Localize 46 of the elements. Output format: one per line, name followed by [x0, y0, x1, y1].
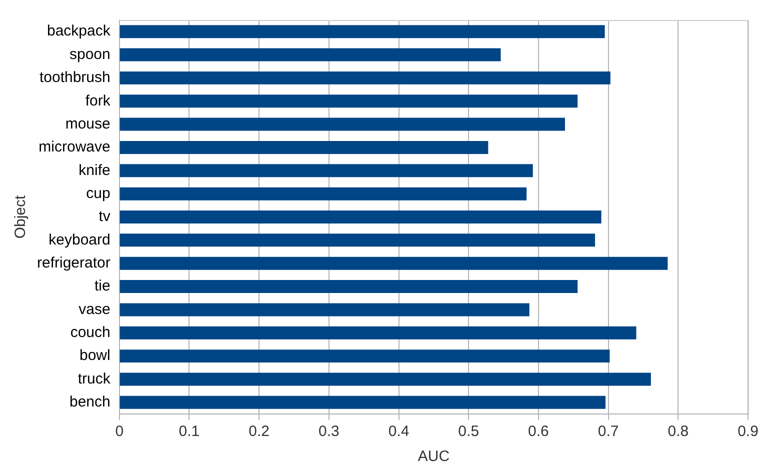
bar	[120, 326, 636, 340]
bar	[120, 71, 610, 84]
bar	[120, 210, 602, 224]
x-tick-label: 0.8	[668, 423, 689, 440]
y-tick-label: refrigerator	[37, 254, 110, 272]
x-tick-label: 0.1	[178, 423, 200, 440]
bar	[120, 94, 578, 108]
y-tick-label: backpack	[46, 22, 111, 40]
y-tick-label: toothbrush	[39, 69, 110, 86]
bar	[120, 256, 668, 270]
y-tick-label: bowl	[80, 347, 110, 364]
bar	[120, 164, 533, 178]
x-tick-label: 0.6	[528, 423, 549, 440]
x-tick-label: 0.4	[388, 423, 410, 440]
bar	[120, 350, 610, 363]
y-tick-label: mouse	[65, 115, 110, 132]
bar	[120, 140, 488, 154]
y-tick-label: knife	[78, 162, 110, 179]
y-tick-label: spoon	[69, 46, 110, 63]
x-tick-label: 0.9	[738, 423, 758, 440]
x-tick-label: 0	[115, 423, 124, 440]
y-tick-label: keyboard	[48, 231, 110, 248]
x-tick-label: 0.5	[458, 423, 480, 440]
bar	[120, 25, 605, 38]
y-tick-label: bench	[69, 394, 110, 411]
y-tick-label: truck	[78, 370, 111, 388]
y-tick-label: fork	[85, 92, 111, 110]
bar	[120, 396, 606, 409]
bar	[120, 372, 651, 386]
y-tick-label: vase	[78, 300, 110, 318]
bar	[120, 234, 596, 247]
x-tick-label: 0.3	[318, 423, 340, 440]
bar	[120, 48, 501, 62]
bar	[120, 303, 530, 316]
y-tick-label: cup	[86, 184, 110, 202]
bar	[120, 187, 527, 200]
y-tick-label: couch	[70, 324, 110, 342]
x-tick-label: 0.2	[248, 423, 270, 440]
bar	[120, 280, 578, 294]
x-axis-title: AUC	[418, 448, 450, 466]
x-tick-label: 0.7	[598, 423, 619, 440]
y-tick-label: microwave	[38, 138, 110, 156]
y-axis-title: Object	[12, 194, 30, 239]
y-tick-label: tie	[94, 278, 110, 295]
y-tick-label: tv	[98, 208, 111, 226]
bar	[120, 118, 565, 131]
